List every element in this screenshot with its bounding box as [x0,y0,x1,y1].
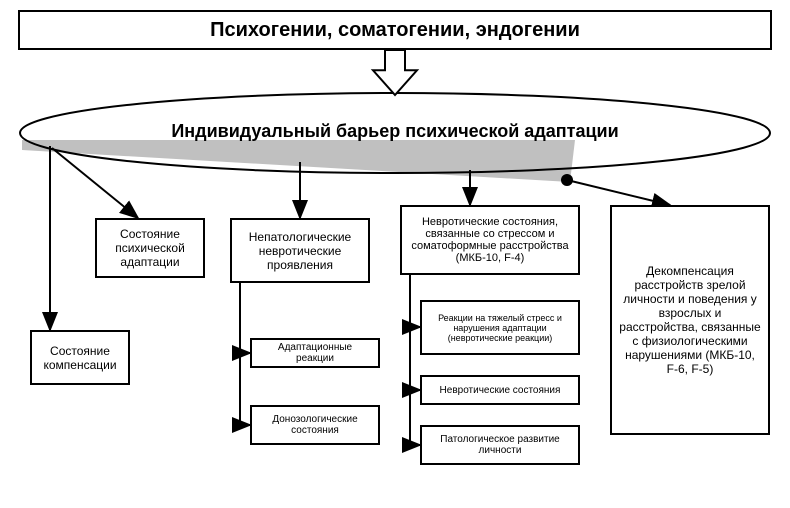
node-pathological-dev: Патологическое развитие личности [420,425,580,465]
node-neurotic-f4: Невротические состояния, связанные со ст… [400,205,580,275]
node-nonpathological: Непатологические невротические проявлени… [230,218,370,283]
node-compensation-state: Состояние компенсации [30,330,130,385]
node-decompensation-f6-f5: Декомпенсация расстройств зрелой личност… [610,205,770,435]
node-adaptation-state: Состояние психической адаптации [95,218,205,278]
node-prenosological: Донозологические состояния [250,405,380,445]
top-origin-box: Психогении, соматогении, эндогении [18,10,772,50]
node-adaptive-reactions: Адаптационные реакции [250,338,380,368]
node-neurotic-states: Невротические состояния [420,375,580,405]
barrier-ellipse-label: Индивидуальный барьер психической адапта… [95,121,695,142]
node-stress-reactions: Реакции на тяжелый стресс и нарушения ад… [420,300,580,355]
top-origin-label: Психогении, соматогении, эндогении [210,19,580,42]
